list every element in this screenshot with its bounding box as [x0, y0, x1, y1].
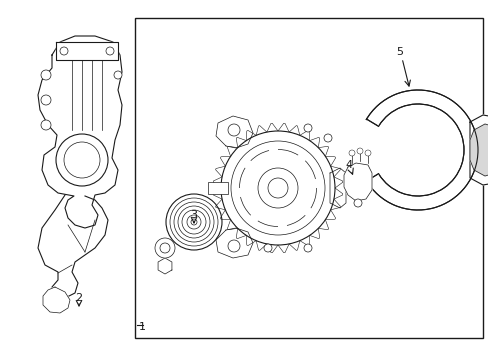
Polygon shape — [38, 195, 108, 298]
Polygon shape — [158, 258, 172, 274]
Circle shape — [304, 124, 311, 132]
Circle shape — [165, 194, 222, 250]
Polygon shape — [469, 115, 488, 185]
Circle shape — [41, 95, 51, 105]
Circle shape — [258, 168, 297, 208]
Circle shape — [178, 206, 209, 238]
Circle shape — [174, 202, 214, 242]
Text: 3: 3 — [190, 210, 197, 220]
Circle shape — [41, 70, 51, 80]
Polygon shape — [213, 123, 342, 253]
Circle shape — [155, 238, 175, 258]
Circle shape — [348, 150, 354, 156]
Circle shape — [106, 47, 114, 55]
Polygon shape — [216, 228, 252, 258]
Circle shape — [114, 71, 122, 79]
Polygon shape — [216, 116, 252, 148]
Circle shape — [230, 141, 325, 235]
Circle shape — [356, 148, 362, 154]
Polygon shape — [366, 90, 477, 210]
Circle shape — [264, 244, 271, 252]
Text: 5: 5 — [396, 47, 403, 57]
Polygon shape — [43, 287, 70, 313]
Circle shape — [170, 198, 218, 246]
Circle shape — [227, 124, 240, 136]
Bar — [207, 182, 227, 194]
Circle shape — [186, 215, 201, 229]
Polygon shape — [343, 163, 371, 201]
Polygon shape — [329, 168, 346, 208]
Circle shape — [304, 244, 311, 252]
Circle shape — [60, 47, 68, 55]
Circle shape — [41, 120, 51, 130]
Circle shape — [324, 134, 331, 142]
Circle shape — [191, 219, 197, 225]
Bar — [135, 18, 482, 338]
Text: 4: 4 — [345, 160, 352, 170]
Text: 2: 2 — [75, 293, 82, 303]
Circle shape — [364, 150, 370, 156]
Circle shape — [160, 243, 170, 253]
Circle shape — [227, 240, 240, 252]
Circle shape — [221, 131, 334, 245]
Circle shape — [182, 210, 205, 234]
Circle shape — [353, 199, 361, 207]
Text: 1: 1 — [139, 322, 146, 332]
Circle shape — [267, 178, 287, 198]
Circle shape — [64, 142, 100, 178]
Polygon shape — [469, 124, 488, 176]
Circle shape — [56, 134, 108, 186]
Circle shape — [225, 136, 329, 240]
Polygon shape — [38, 36, 122, 228]
Polygon shape — [56, 42, 118, 60]
